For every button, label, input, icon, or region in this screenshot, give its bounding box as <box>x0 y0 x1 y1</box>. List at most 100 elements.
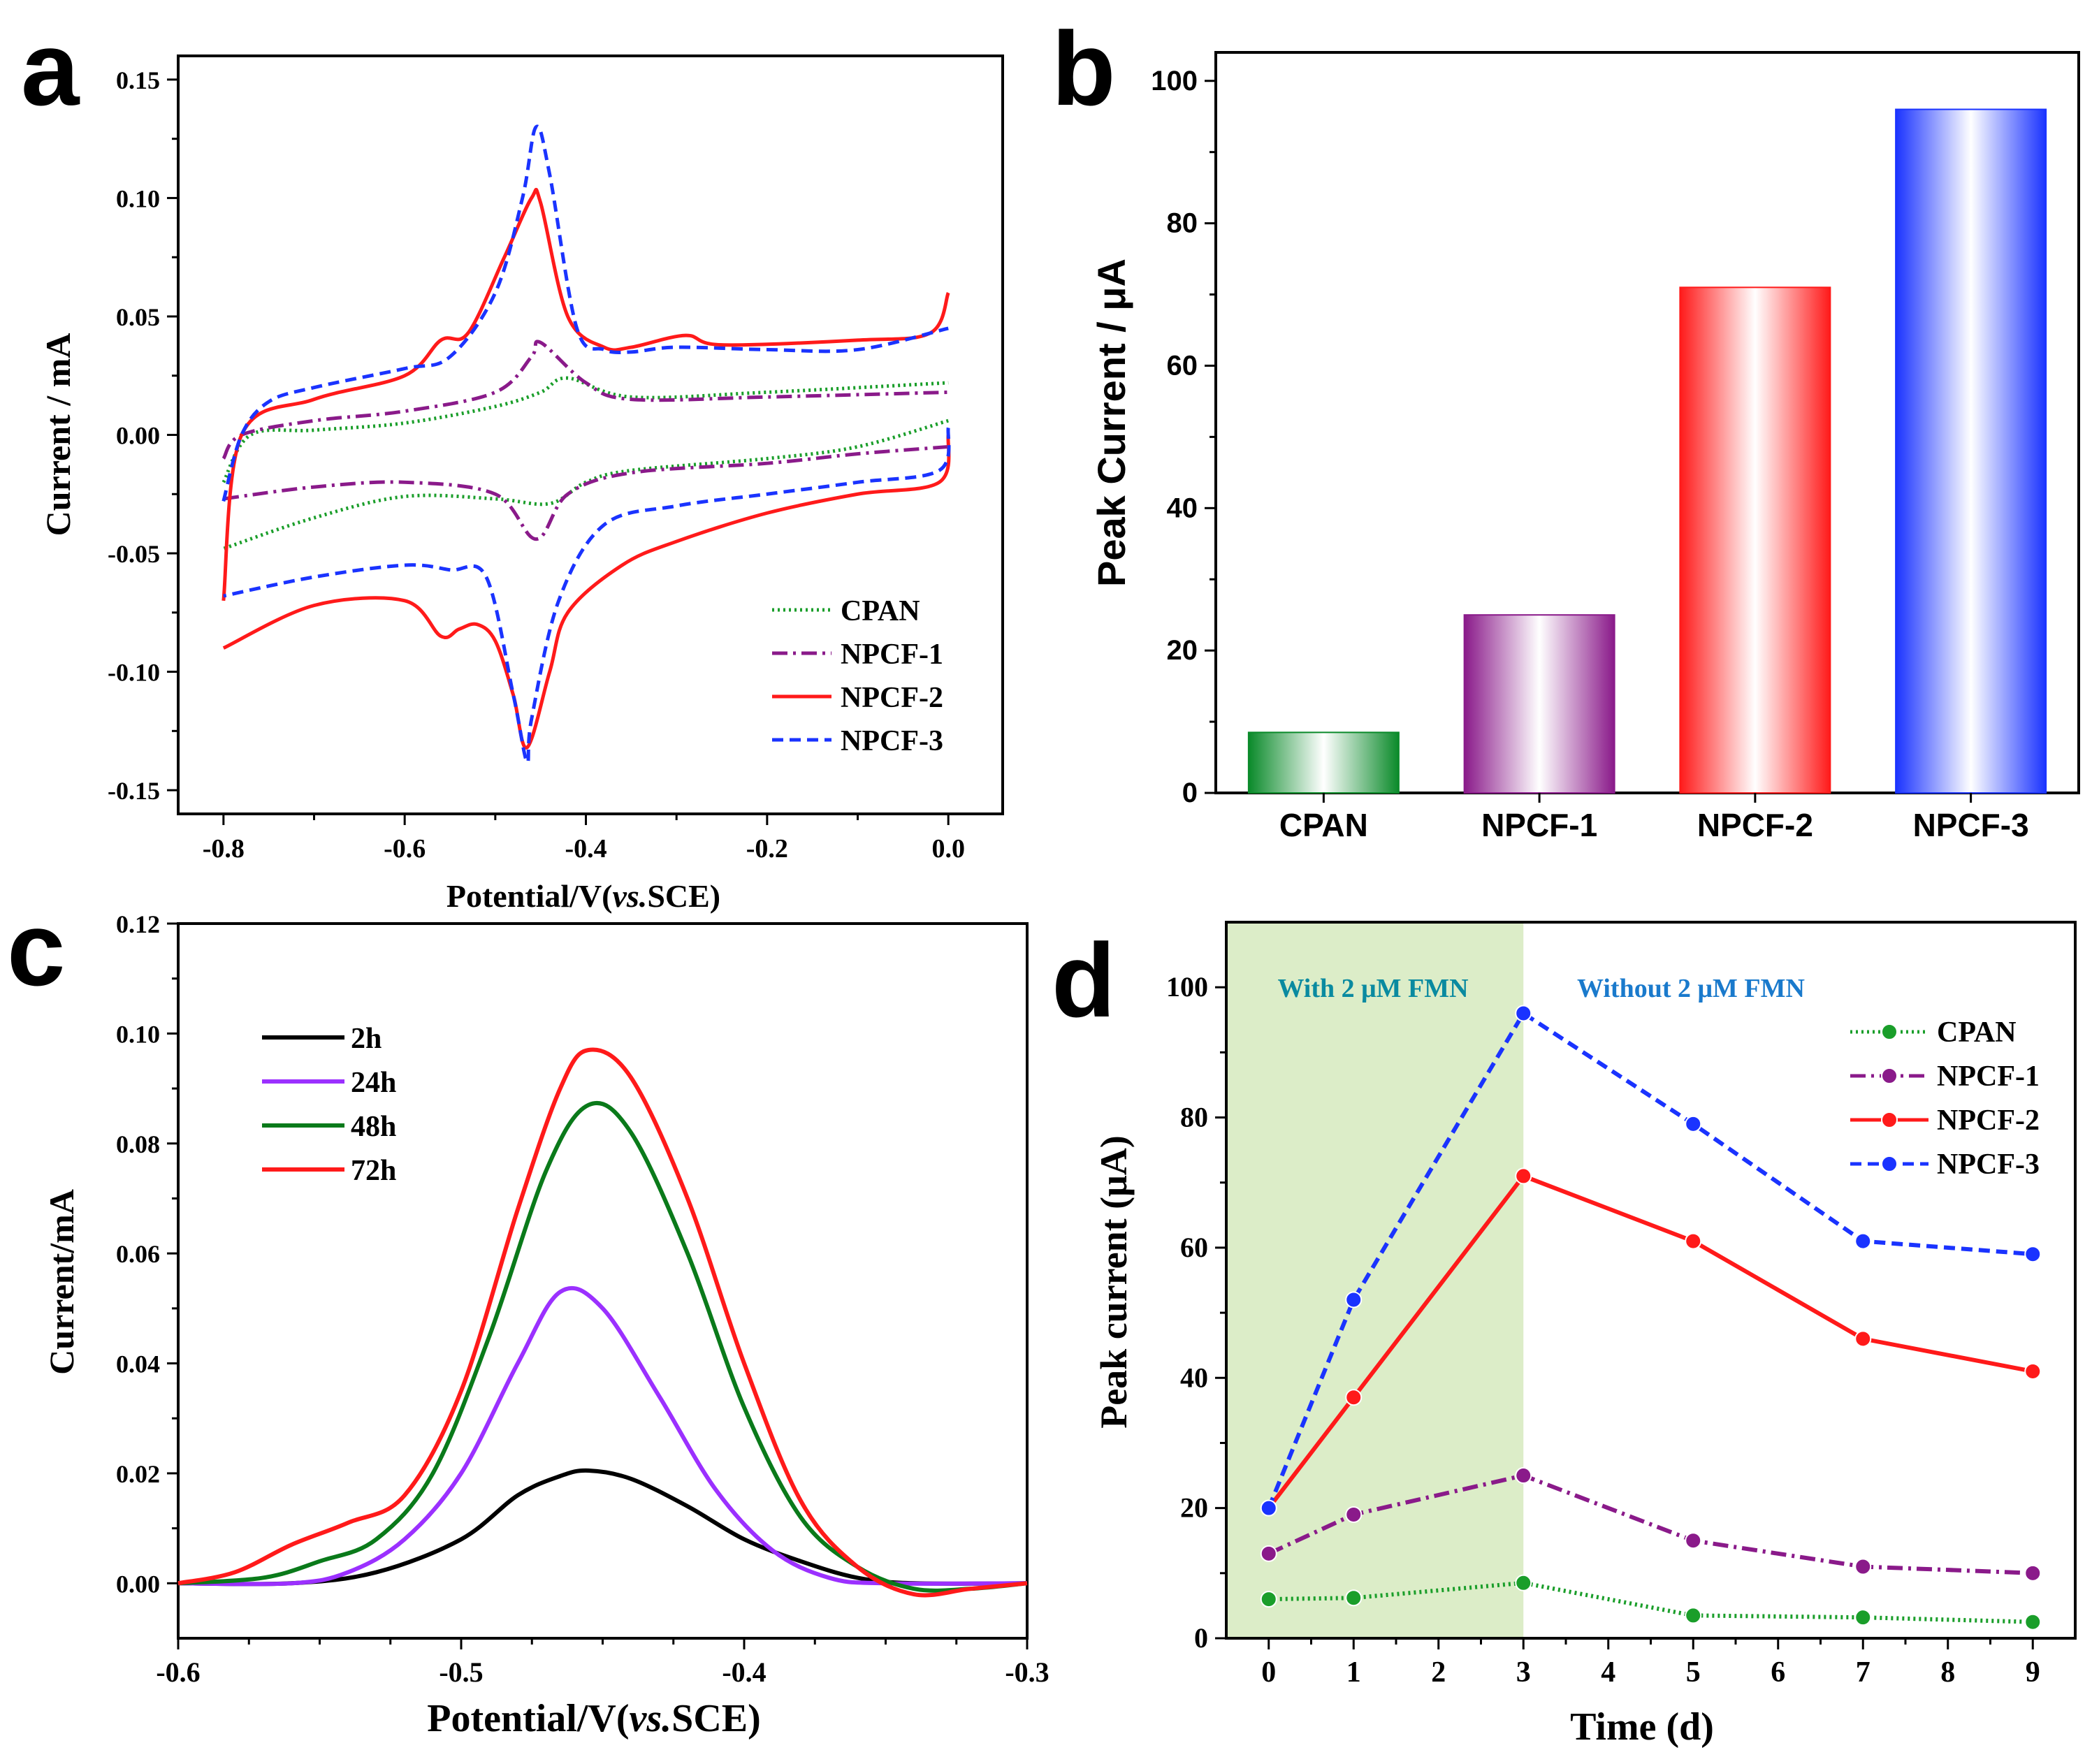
y-tick-label: 80 <box>1180 1102 1208 1133</box>
plot-frame <box>177 922 1029 1640</box>
series-npcf-2-line <box>1267 1173 2033 1510</box>
bar-npcf-1 <box>1463 614 1615 794</box>
y-tick-label: -0.05 <box>108 540 160 568</box>
y-tick-label: 60 <box>1167 350 1198 381</box>
y-tick-label: 20 <box>1167 635 1198 666</box>
legend-label-cpan: CPAN <box>1937 1016 2017 1049</box>
series-npcf-1-marker <box>1260 1545 1277 1562</box>
y-axis-title: Current / mA <box>38 333 78 537</box>
x-tick-label: 5 <box>1686 1656 1701 1689</box>
y-tick-label: 20 <box>1180 1492 1208 1524</box>
x-axis-title-italic: vs. <box>630 1697 672 1740</box>
x-tick-label: -0.8 <box>203 834 245 863</box>
panel-c-dpv-chart: -0.6 -0.5 -0.4 -0.3 0.00 0.02 0.04 0.06 0.08 0.10… <box>42 910 1049 1740</box>
bar-npcf-3 <box>1895 108 2047 794</box>
x-tick-label: 7 <box>1856 1656 1871 1689</box>
series-npcf-2-marker <box>1685 1232 1702 1250</box>
y-tick-label: 0.00 <box>116 422 160 450</box>
series-npcf-1-cathodic-curve <box>223 444 949 541</box>
series-npcf-3-marker <box>1260 1499 1277 1517</box>
y-tick-label: 0.02 <box>116 1460 160 1488</box>
y-tick-label: 80 <box>1167 208 1198 239</box>
x-category-label-cpan: CPAN <box>1279 807 1368 843</box>
x-tick-label: -0.3 <box>1005 1656 1049 1688</box>
legend-label-npcf-1: NPCF-1 <box>841 639 943 671</box>
plot-frame <box>1214 51 2080 794</box>
x-tick-label: -0.4 <box>722 1656 766 1688</box>
x-axis-title: Potential/V(vs.SCE) <box>427 1697 761 1740</box>
x-axis-title: Time (d) <box>1570 1705 1714 1749</box>
x-tick-label: -0.6 <box>384 834 426 863</box>
panel-label-d: d <box>1052 921 1116 1039</box>
series-npcf-2-anodic-curve <box>221 187 950 602</box>
bar-npcf-2 <box>1679 286 1831 794</box>
x-tick-label: 3 <box>1516 1656 1531 1689</box>
annotation-without-fmn: Without 2 μM FMN <box>1577 974 1805 1003</box>
series-cpan-marker <box>1260 1591 1277 1608</box>
y-tick-label: 40 <box>1180 1362 1208 1393</box>
legend-label-npcf-3: NPCF-3 <box>841 725 943 757</box>
series-24h-curve <box>177 1285 1028 1587</box>
series-npcf-2-cathodic-curve <box>222 435 951 750</box>
x-tick-label: -0.2 <box>746 834 788 863</box>
legend-marker-npcf-1 <box>1881 1067 1898 1084</box>
y-tick-label: 60 <box>1180 1232 1208 1263</box>
series-npcf-1-marker <box>1345 1506 1363 1523</box>
x-tick-label: 2 <box>1431 1656 1446 1689</box>
x-category-label-npcf-1: NPCF-1 <box>1481 807 1597 843</box>
series-48h-curve <box>177 1100 1028 1593</box>
y-tick-label: 0.08 <box>116 1130 160 1158</box>
legend-label-npcf-1: NPCF-1 <box>1937 1060 2040 1093</box>
series-npcf-1-marker <box>2024 1564 2042 1582</box>
x-tick-label: -0.5 <box>439 1656 483 1688</box>
y-tick-label: 0.10 <box>116 184 160 212</box>
legend-label-npcf-3: NPCF-3 <box>1937 1149 2040 1181</box>
series-2h-curve <box>177 1468 1028 1587</box>
panel-label-c: c <box>7 890 65 1007</box>
y-tick-label: 100 <box>1151 66 1198 96</box>
legend-label-npcf-2: NPCF-2 <box>1937 1105 2040 1137</box>
series-npcf-2-marker <box>1345 1389 1363 1406</box>
panel-d-time-chart: 0 1 2 3 4 5 6 7 8 9 0 20 40 60 80 100 Time (d) Peak curre… <box>1093 921 2077 1749</box>
legend-label-24h: 24h <box>351 1067 396 1099</box>
y-tick-label: 0 <box>1182 778 1198 808</box>
shaded-region-with-fmn <box>1226 922 1524 1638</box>
x-axis-title-part: SCE) <box>647 878 720 914</box>
series-cpan-anodic-curve <box>221 376 949 483</box>
y-tick-label: 0.12 <box>116 910 160 938</box>
series-cpan-cathodic-curve <box>223 418 949 551</box>
series-npcf-2-marker <box>2024 1362 2042 1380</box>
legend-label-npcf-2: NPCF-2 <box>841 682 943 714</box>
y-tick-label: 100 <box>1166 971 1208 1003</box>
x-tick-label: 4 <box>1601 1656 1615 1689</box>
panel-a-cv-chart: -0.8 -0.6 -0.4 -0.2 0.0 -0.15 -0.10 -0.05 0.00 0.… <box>38 54 1004 914</box>
y-tick-label: 40 <box>1167 493 1198 523</box>
series-cpan-marker <box>1854 1609 1872 1626</box>
series-npcf-1-anodic-curve <box>221 340 949 460</box>
series-72h-curve <box>177 1047 1028 1598</box>
series-npcf-3-anodic-curve <box>221 124 949 502</box>
series-cpan-line <box>1268 1580 2033 1624</box>
x-axis-title: Potential/V(vs.SCE) <box>446 878 720 914</box>
y-tick-label: 0.00 <box>116 1570 160 1598</box>
series-npcf-3-marker <box>1515 1005 1532 1022</box>
y-tick-label: 0.04 <box>116 1350 160 1378</box>
legend-marker-npcf-3 <box>1881 1156 1898 1172</box>
y-axis-title: Peak Current / μA <box>1089 258 1133 587</box>
y-tick-label: 0.15 <box>116 66 160 94</box>
series-npcf-3-marker <box>2024 1246 2042 1263</box>
panel-label-a: a <box>21 10 80 127</box>
y-axis-title: Current/mA <box>42 1189 81 1375</box>
series-npcf-3-marker <box>1854 1232 1872 1250</box>
series-npcf-2-marker <box>1515 1167 1532 1185</box>
y-tick-label: -0.15 <box>108 777 160 805</box>
annotation-with-fmn: With 2 μM FMN <box>1277 974 1468 1003</box>
series-npcf-1-marker <box>1515 1467 1532 1485</box>
x-tick-label: 6 <box>1771 1656 1785 1689</box>
x-axis-title-italic: vs. <box>612 878 647 914</box>
x-axis-title-part: SCE) <box>671 1697 761 1740</box>
legend-label-48h: 48h <box>351 1111 396 1143</box>
x-tick-label: 0.0 <box>931 834 965 863</box>
y-tick-label: 0.06 <box>116 1240 160 1268</box>
x-tick-label: 8 <box>1940 1656 1955 1689</box>
